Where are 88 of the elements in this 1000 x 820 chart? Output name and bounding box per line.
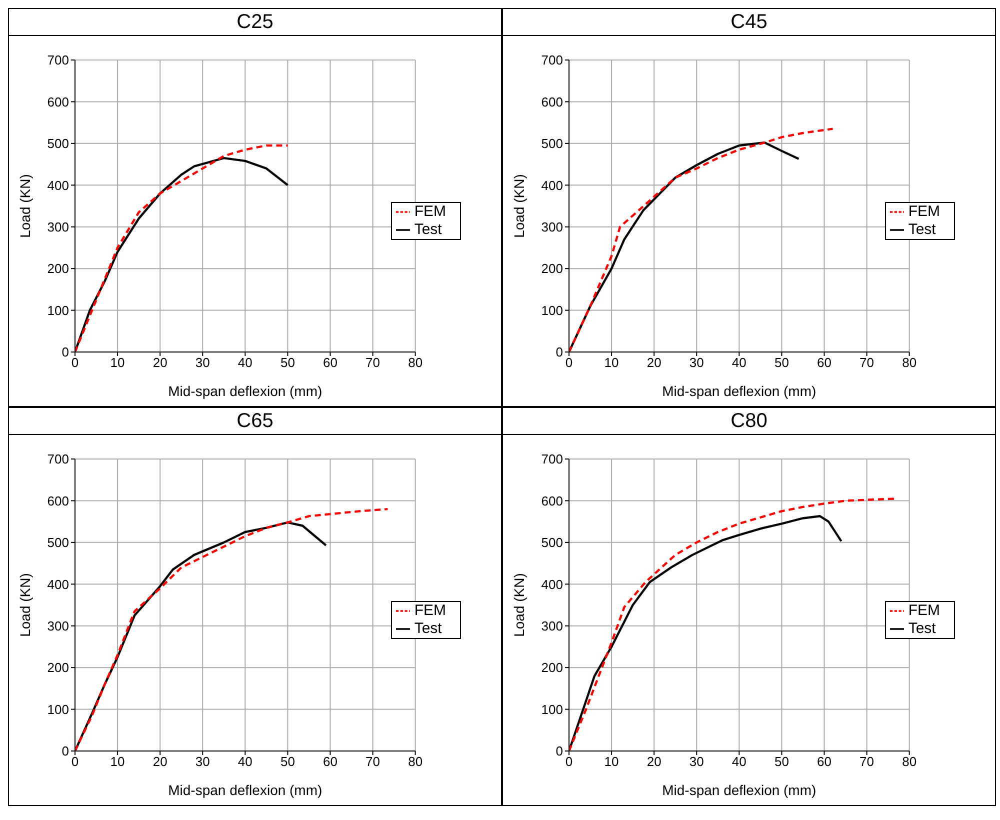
y-tick-label: 100: [47, 702, 69, 717]
chart-title: C45: [503, 9, 995, 36]
x-tick-label: 0: [71, 355, 79, 370]
x-tick-label: 20: [646, 754, 662, 770]
legend-label: FEM: [908, 203, 940, 220]
legend-label: FEM: [414, 203, 446, 220]
x-tick-label: 80: [902, 355, 917, 370]
y-axis-title: Load (KN): [510, 573, 527, 637]
legend-label: FEM: [908, 602, 940, 619]
y-axis-title: Load (KN): [16, 174, 33, 238]
chart-title: C80: [503, 408, 995, 435]
x-tick-label: 10: [110, 355, 125, 370]
x-tick-label: 40: [238, 355, 252, 370]
x-tick-label: 50: [280, 355, 295, 370]
chart-title: C65: [9, 408, 501, 435]
y-tick-label: 0: [62, 344, 69, 360]
legend-label: Test: [908, 221, 936, 238]
y-tick-label: 0: [556, 344, 563, 360]
y-tick-label: 700: [541, 52, 563, 68]
y-tick-label: 700: [47, 452, 69, 467]
x-tick-label: 60: [323, 355, 338, 370]
y-axis-title: Load (KN): [510, 174, 527, 238]
x-tick-label: 60: [817, 754, 832, 770]
y-tick-label: 200: [541, 660, 563, 676]
x-tick-label: 50: [280, 754, 295, 770]
y-tick-label: 600: [47, 493, 69, 508]
y-tick-label: 400: [541, 178, 563, 193]
x-tick-label: 70: [366, 355, 380, 370]
x-tick-label: 20: [152, 355, 168, 370]
y-tick-label: 700: [47, 52, 69, 68]
x-tick-label: 50: [774, 754, 789, 770]
x-tick-label: 10: [604, 754, 619, 770]
x-tick-label: 20: [152, 754, 168, 770]
y-tick-label: 300: [47, 618, 69, 634]
y-tick-label: 400: [47, 178, 69, 193]
x-tick-label: 0: [565, 754, 573, 770]
x-tick-label: 40: [238, 754, 252, 770]
y-tick-label: 400: [541, 576, 563, 592]
y-tick-label: 300: [541, 219, 563, 234]
y-axis-title: Load (KN): [16, 573, 33, 637]
x-tick-label: 80: [902, 754, 917, 770]
legend-label: Test: [414, 620, 442, 637]
x-tick-label: 30: [195, 754, 210, 770]
x-tick-label: 10: [110, 754, 125, 770]
chart-title: C25: [9, 9, 501, 36]
y-tick-label: 500: [541, 535, 563, 550]
y-tick-label: 600: [47, 94, 69, 110]
x-tick-label: 40: [732, 355, 746, 370]
legend-label: FEM: [414, 602, 446, 619]
x-tick-label: 80: [408, 355, 423, 370]
legend-label: Test: [908, 620, 936, 637]
y-tick-label: 200: [541, 261, 563, 276]
y-tick-label: 300: [47, 219, 69, 234]
x-tick-label: 80: [408, 754, 423, 770]
y-tick-label: 500: [47, 535, 69, 550]
y-tick-label: 500: [47, 136, 69, 152]
legend-label: Test: [414, 221, 442, 238]
x-tick-label: 40: [732, 754, 746, 770]
y-tick-label: 100: [47, 302, 69, 318]
x-tick-label: 70: [860, 754, 874, 770]
y-tick-label: 100: [541, 702, 563, 717]
x-tick-label: 70: [860, 355, 874, 370]
x-tick-label: 10: [604, 355, 619, 370]
x-axis-title: Mid-span deflexion (mm): [662, 383, 816, 399]
y-tick-label: 400: [47, 576, 69, 592]
y-tick-label: 300: [541, 618, 563, 634]
x-tick-label: 30: [689, 754, 704, 770]
y-tick-label: 0: [62, 744, 69, 759]
y-tick-label: 700: [541, 452, 563, 467]
y-tick-label: 200: [47, 261, 69, 276]
x-tick-label: 30: [195, 355, 210, 370]
y-tick-label: 600: [541, 493, 563, 508]
x-tick-label: 60: [817, 355, 832, 370]
x-axis-title: Mid-span deflexion (mm): [168, 383, 322, 399]
x-tick-label: 50: [774, 355, 789, 370]
x-tick-label: 70: [366, 754, 380, 770]
x-tick-label: 60: [323, 754, 338, 770]
y-tick-label: 500: [541, 136, 563, 152]
x-tick-label: 30: [689, 355, 704, 370]
y-tick-label: 600: [541, 94, 563, 110]
y-tick-label: 100: [541, 302, 563, 318]
x-axis-title: Mid-span deflexion (mm): [168, 782, 322, 798]
y-tick-label: 200: [47, 660, 69, 676]
x-tick-label: 0: [565, 355, 573, 370]
x-tick-label: 20: [646, 355, 662, 370]
x-axis-title: Mid-span deflexion (mm): [662, 782, 816, 798]
x-tick-label: 0: [71, 754, 79, 770]
y-tick-label: 0: [556, 744, 563, 759]
